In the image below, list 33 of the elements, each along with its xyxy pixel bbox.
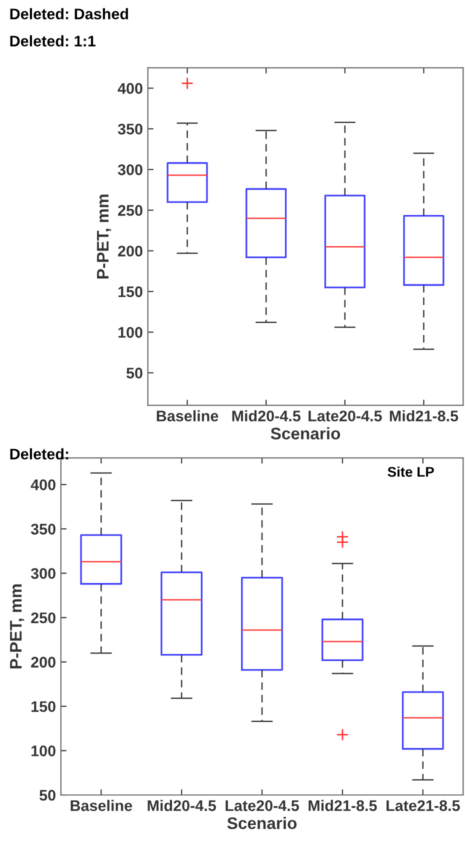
y-tick-label: 350 bbox=[30, 524, 56, 535]
x-tick-label: Baseline bbox=[70, 800, 132, 812]
x-tick-label: Baseline bbox=[156, 410, 218, 422]
x-tick-label: Mid21-8.5 bbox=[308, 800, 377, 812]
y-tick-label: 100 bbox=[118, 327, 142, 338]
x-tick-label: Late20-4.5 bbox=[308, 410, 382, 422]
y-tick-label: 100 bbox=[32, 746, 56, 756]
x-tick-label: Late21-8.5 bbox=[386, 800, 460, 812]
x-tick-label: Mid21-8.5 bbox=[390, 410, 458, 422]
text: Deleted: 1:1 bbox=[10, 35, 96, 46]
annotation: Site LP bbox=[388, 466, 434, 477]
y-axis-title: P-PET, mm bbox=[10, 584, 24, 668]
y-tick-label: 350 bbox=[118, 124, 142, 135]
x-tick-label: Mid20-4.5 bbox=[232, 410, 300, 422]
y-tick-label: 50 bbox=[126, 368, 142, 378]
y-axis-title: P-PET, mm bbox=[97, 194, 112, 279]
y-tick-label: 250 bbox=[31, 612, 56, 624]
x-axis-title: Scenario bbox=[227, 816, 297, 830]
y-tick-label: 400 bbox=[30, 479, 56, 490]
text: Deleted: Dashed bbox=[10, 8, 128, 20]
annotation: Deleted: bbox=[10, 448, 68, 460]
y-tick-label: 150 bbox=[32, 701, 56, 712]
y-tick-label: 150 bbox=[118, 286, 142, 298]
y-tick-label: 50 bbox=[40, 790, 56, 801]
x-tick-label: Mid20-4.5 bbox=[148, 800, 216, 812]
y-tick-label: 300 bbox=[30, 568, 56, 579]
y-tick-label: 300 bbox=[118, 164, 142, 176]
y-tick-label: 400 bbox=[118, 83, 142, 94]
y-tick-label: 200 bbox=[31, 656, 56, 668]
y-tick-label: 250 bbox=[118, 205, 142, 216]
x-axis-title: Scenario bbox=[270, 427, 340, 440]
y-tick-label: 200 bbox=[118, 246, 142, 257]
x-tick-label: Late20-4.5 bbox=[226, 800, 299, 812]
